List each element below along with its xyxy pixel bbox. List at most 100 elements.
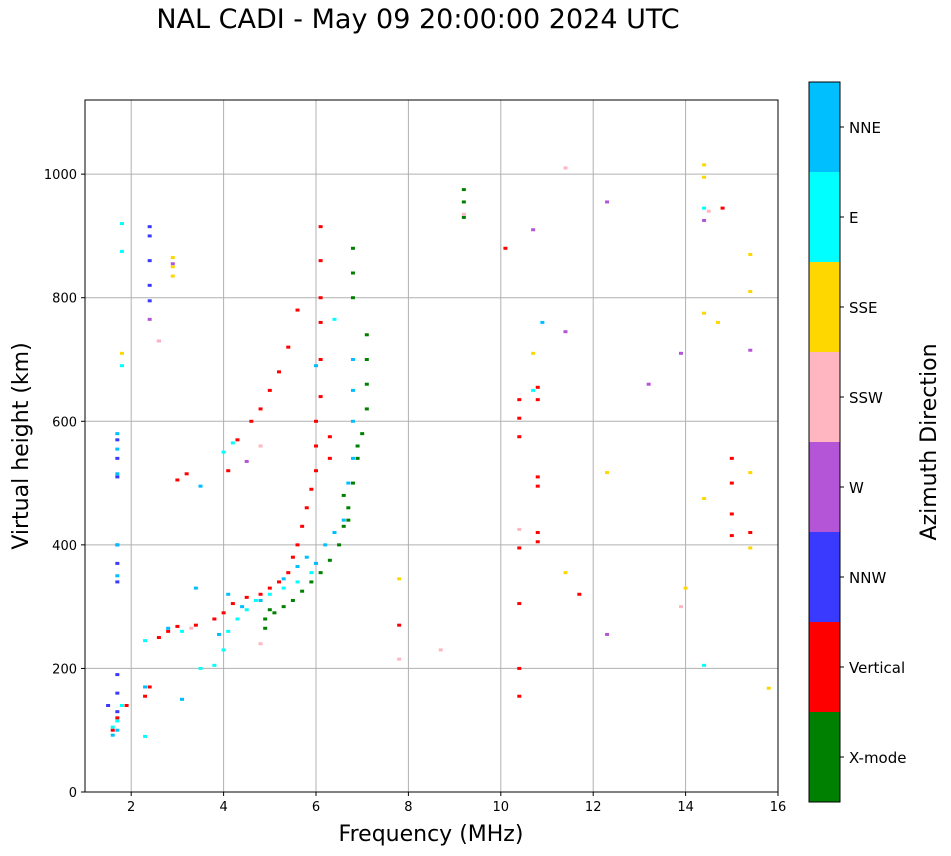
x-tick-label: 6 (312, 800, 320, 815)
point-nne (540, 320, 545, 324)
point-vertical (720, 206, 725, 210)
point-vertical (535, 540, 540, 544)
point-e (332, 317, 337, 321)
point-x-mode (300, 589, 305, 593)
point-e (110, 725, 115, 729)
point-sse (702, 163, 707, 167)
colorbar-tick-label: NNE (849, 119, 881, 137)
point-nne (226, 592, 231, 596)
point-nne (115, 432, 120, 436)
point-sse (170, 274, 175, 278)
point-vertical (729, 534, 734, 538)
point-w (678, 351, 683, 355)
x-tick-label: 8 (404, 800, 412, 815)
point-nnw (147, 225, 152, 229)
colorbar-segment (809, 262, 840, 352)
point-e (180, 629, 185, 633)
point-x-mode (461, 200, 466, 204)
point-nnw (106, 704, 111, 707)
point-x-mode (364, 407, 369, 411)
y-axis-ticks: 0 200 400 600 800 1000 (44, 168, 85, 801)
point-vertical (517, 416, 522, 420)
point-e (230, 441, 235, 445)
point-nne (350, 358, 355, 361)
point-nne (350, 419, 355, 423)
point-nnw (147, 299, 152, 303)
point-x-mode (318, 571, 323, 575)
point-sse (748, 471, 753, 475)
point-vertical (517, 602, 522, 606)
point-e (221, 648, 226, 652)
point-vertical (729, 512, 734, 516)
point-vertical (156, 636, 161, 640)
point-nnw (115, 475, 120, 479)
point-vertical (295, 543, 300, 547)
point-e (267, 592, 272, 596)
point-x-mode (346, 518, 351, 522)
point-nne (216, 632, 221, 636)
x-tick-label: 4 (219, 800, 227, 815)
x-axis-ticks: 2 4 6 8 10 12 14 16 (127, 792, 786, 815)
point-vertical (314, 419, 318, 423)
point-sse (683, 586, 688, 590)
point-vertical (748, 531, 753, 534)
x-axis-label: Frequency (MHz) (339, 822, 524, 847)
point-x-mode (263, 626, 268, 630)
point-vertical (166, 629, 171, 633)
point-w (147, 317, 152, 321)
colorbar-tick-label: Vertical (849, 659, 905, 677)
point-nne (115, 543, 120, 547)
point-sse (702, 311, 707, 315)
point-e (119, 364, 124, 368)
point-w (646, 382, 651, 386)
point-sse (766, 686, 771, 690)
point-x-mode (327, 558, 332, 562)
colorbar-tick-label: SSE (849, 299, 878, 317)
point-nne (295, 564, 300, 568)
point-vertical (277, 580, 282, 584)
point-nne (115, 447, 120, 451)
point-e (198, 666, 203, 670)
point-vertical (286, 345, 291, 349)
chart-title: NAL CADI - May 09 20:00:00 2024 UTC (156, 4, 680, 35)
point-vertical (577, 592, 582, 596)
point-vertical (175, 478, 180, 482)
point-e (531, 388, 536, 392)
point-vertical (517, 398, 522, 402)
point-vertical (327, 456, 332, 460)
point-nne (332, 531, 337, 534)
point-nne (346, 481, 351, 485)
point-x-mode (267, 608, 272, 612)
colorbar-segment (809, 712, 840, 802)
x-tick-label: 2 (127, 800, 135, 815)
point-w (605, 632, 610, 636)
point-nne (323, 543, 328, 547)
point-vertical (235, 438, 240, 442)
colorbar-segment (809, 82, 840, 172)
point-e (295, 580, 300, 584)
point-vertical (277, 370, 282, 374)
point-vertical (318, 358, 323, 361)
point-x-mode (350, 296, 355, 300)
point-vertical (221, 611, 226, 615)
point-x-mode (281, 605, 286, 609)
point-e (226, 629, 231, 633)
point-nnw (115, 673, 120, 677)
point-vertical (249, 419, 254, 423)
point-x-mode (337, 543, 342, 547)
point-nne (166, 626, 171, 630)
point-vertical (535, 531, 540, 534)
colorbar-segment (809, 622, 840, 712)
point-nnw (115, 580, 120, 584)
point-w (170, 262, 175, 266)
point-sse (605, 471, 610, 475)
point-vertical (729, 481, 734, 485)
y-tick-label: 1000 (44, 168, 77, 183)
point-vertical (300, 524, 305, 528)
point-vertical (318, 225, 323, 229)
point-nnw (147, 234, 152, 238)
point-e (143, 734, 148, 738)
point-vertical (244, 595, 249, 599)
point-nne (314, 561, 318, 565)
point-vertical (258, 592, 263, 596)
